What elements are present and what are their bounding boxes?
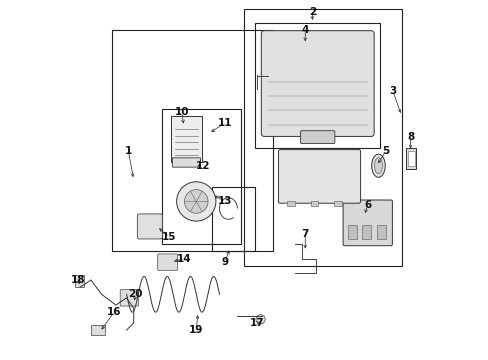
Bar	[333, 201, 341, 206]
Bar	[171, 116, 201, 162]
Text: 1: 1	[124, 147, 132, 157]
FancyBboxPatch shape	[261, 31, 373, 136]
Text: 7: 7	[301, 229, 308, 239]
FancyBboxPatch shape	[137, 214, 162, 239]
Bar	[255, 23, 380, 148]
Text: 20: 20	[128, 289, 142, 299]
Text: 4: 4	[301, 25, 308, 35]
Text: 12: 12	[196, 161, 210, 171]
Text: 2: 2	[308, 7, 315, 17]
Text: 3: 3	[388, 86, 396, 96]
Ellipse shape	[374, 158, 382, 174]
Text: 17: 17	[249, 318, 264, 328]
Bar	[75, 275, 83, 287]
Bar	[162, 109, 241, 244]
Bar	[112, 30, 272, 251]
FancyBboxPatch shape	[120, 290, 138, 306]
FancyBboxPatch shape	[343, 200, 391, 246]
Text: 13: 13	[217, 197, 232, 206]
Text: 14: 14	[176, 253, 191, 264]
Ellipse shape	[371, 154, 385, 177]
Bar	[212, 187, 255, 251]
Text: 18: 18	[71, 275, 85, 285]
Text: 15: 15	[162, 232, 176, 242]
Bar	[362, 225, 370, 239]
Bar	[310, 201, 318, 206]
Circle shape	[184, 190, 207, 213]
Bar	[91, 325, 105, 336]
Bar	[347, 225, 356, 239]
Text: 11: 11	[217, 118, 232, 128]
Bar	[244, 9, 401, 266]
Text: 19: 19	[189, 325, 203, 335]
Bar	[376, 225, 385, 239]
Bar	[407, 152, 414, 166]
Text: 6: 6	[364, 200, 370, 210]
Text: 9: 9	[221, 257, 228, 267]
Circle shape	[176, 182, 216, 221]
FancyBboxPatch shape	[300, 131, 334, 144]
Text: 5: 5	[381, 147, 388, 157]
FancyBboxPatch shape	[172, 158, 200, 167]
Circle shape	[255, 315, 264, 324]
FancyBboxPatch shape	[157, 254, 177, 270]
FancyBboxPatch shape	[278, 150, 360, 203]
Bar	[406, 148, 415, 169]
Text: 10: 10	[174, 107, 189, 117]
Text: 8: 8	[406, 132, 413, 142]
Bar	[287, 201, 295, 206]
Text: 16: 16	[107, 307, 121, 317]
